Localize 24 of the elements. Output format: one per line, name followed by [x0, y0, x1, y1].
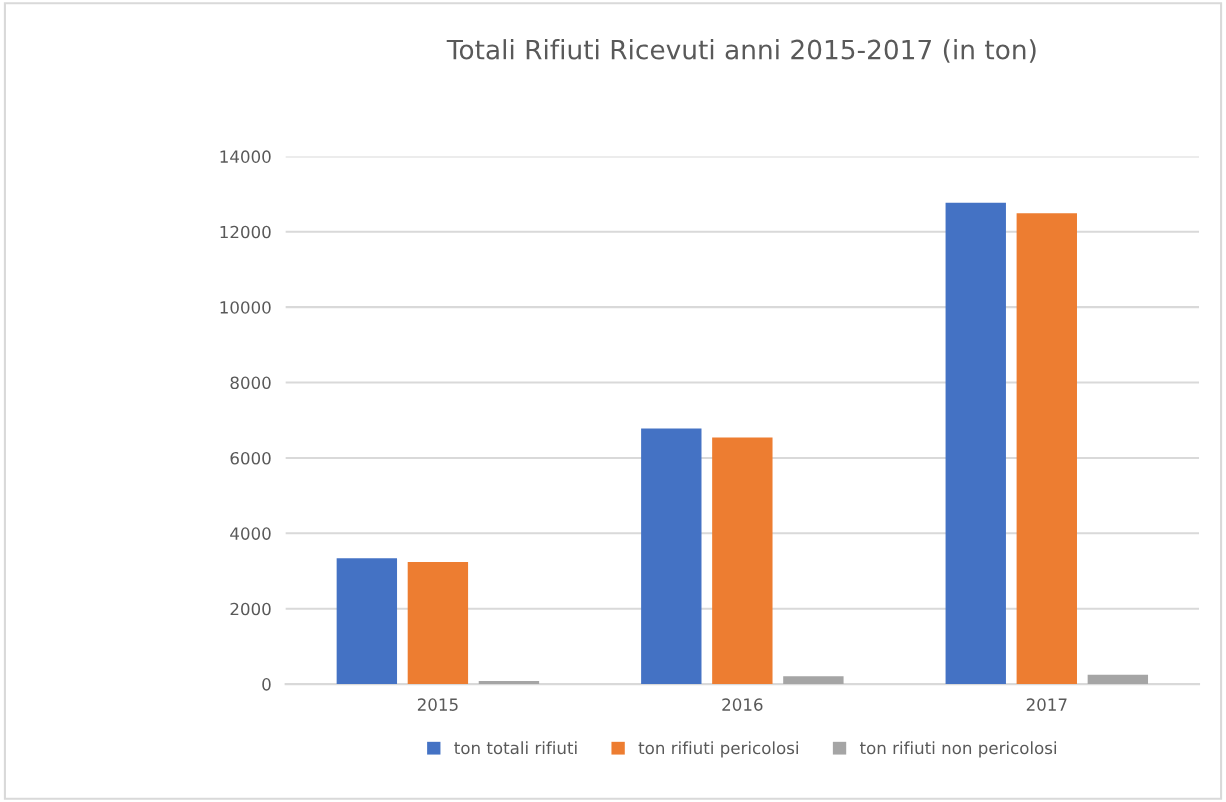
y-tick-label: 8000	[230, 376, 271, 390]
legend-label: ton totali rifiuti	[454, 741, 577, 755]
bar	[641, 428, 702, 685]
legend-label: ton rifiuti non pericolosi	[859, 741, 1057, 758]
bar	[1087, 674, 1149, 685]
bar	[783, 676, 844, 685]
x-tick-label: 2015	[417, 698, 458, 711]
y-tick-label: 2000	[230, 602, 271, 616]
bar	[336, 558, 398, 685]
bar	[945, 202, 1006, 685]
y-tick-label: 6000	[230, 451, 271, 465]
bar	[478, 681, 540, 685]
y-tick-label: 14000	[220, 150, 271, 163]
bar	[712, 437, 773, 685]
y-tick-label: 10000	[220, 301, 271, 314]
y-tick-label: 4000	[230, 527, 271, 540]
bar	[407, 561, 469, 685]
bar	[1016, 213, 1077, 685]
y-tick-label: 0	[262, 678, 271, 691]
x-tick-label: 2017	[1026, 698, 1067, 711]
legend-label: ton rifiuti pericolosi	[638, 741, 798, 758]
x-tick-label: 2016	[722, 698, 763, 711]
chart-title: Totali Rifiuti Ricevuti anni 2015-2017 (in ton)	[446, 39, 1036, 63]
y-tick-label: 12000	[220, 225, 271, 239]
